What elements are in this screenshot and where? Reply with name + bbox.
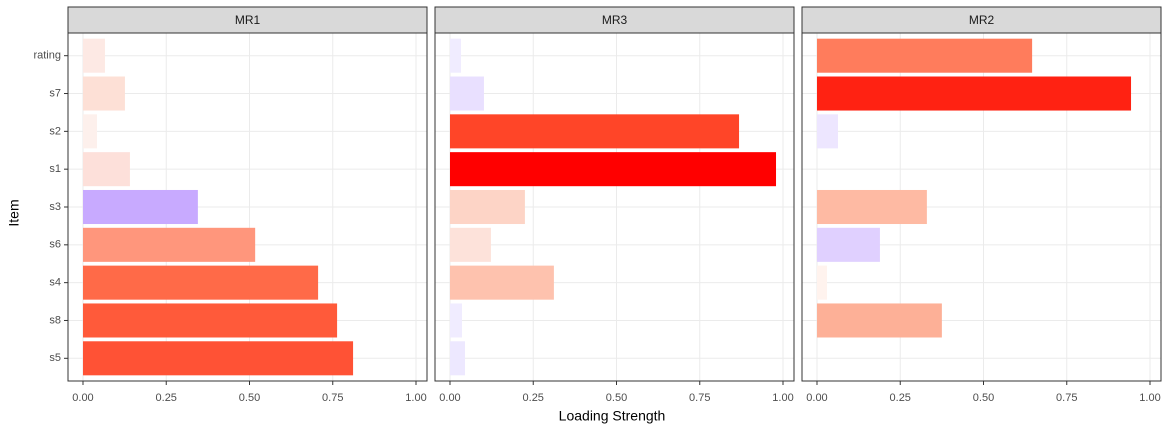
bar	[449, 303, 462, 338]
x-tick-label: 0.75	[689, 392, 710, 404]
bar	[816, 114, 838, 149]
bar	[449, 152, 777, 187]
x-tick-label: 1.00	[772, 392, 793, 404]
strip-label: MR3	[602, 13, 628, 27]
bar	[449, 76, 484, 111]
x-tick-label: 0.50	[606, 392, 627, 404]
x-tick-label: 1.00	[1139, 392, 1160, 404]
bar	[449, 227, 491, 262]
bar	[82, 189, 198, 225]
y-axis-title: Item	[6, 199, 22, 226]
bar	[449, 265, 554, 300]
bar	[816, 303, 942, 338]
y-tick-label: s1	[49, 163, 61, 175]
x-tick-label: 0.50	[973, 392, 994, 404]
strip	[67, 6, 428, 34]
bar	[449, 114, 740, 149]
bar	[816, 265, 827, 300]
y-tick-label: s7	[49, 87, 61, 99]
x-tick-label: 1.00	[405, 392, 426, 404]
y-tick-label: s2	[49, 125, 61, 137]
x-tick-label: 0.00	[439, 392, 460, 404]
strip-label: MR1	[235, 13, 261, 27]
x-tick-label: 0.00	[806, 392, 827, 404]
x-tick-label: 0.25	[890, 392, 911, 404]
x-tick-label: 0.25	[156, 392, 177, 404]
bar	[449, 189, 525, 225]
bar	[816, 189, 927, 225]
y-tick-label: s8	[49, 314, 61, 326]
strip-label: MR2	[969, 13, 995, 27]
bar	[816, 76, 1132, 111]
bar	[82, 152, 130, 187]
bar	[82, 76, 125, 111]
y-tick-label: s3	[49, 201, 61, 213]
bar	[82, 227, 256, 262]
x-tick-label: 0.75	[322, 392, 343, 404]
strip	[801, 6, 1162, 34]
bar	[82, 265, 319, 300]
bar	[82, 341, 354, 376]
bar	[816, 227, 880, 262]
y-tick-label: s5	[49, 352, 61, 364]
strip	[434, 6, 795, 34]
bar	[816, 38, 1033, 73]
y-tick-label: s4	[49, 277, 61, 289]
x-tick-label: 0.50	[239, 392, 260, 404]
bar	[82, 303, 338, 338]
x-tick-label: 0.00	[72, 392, 93, 404]
x-axis-title: Loading Strength	[559, 408, 666, 424]
bar	[82, 114, 97, 149]
y-tick-label: s6	[49, 239, 61, 251]
bar	[449, 341, 465, 376]
bar	[449, 38, 461, 73]
bar	[82, 38, 105, 73]
y-tick-label: rating	[33, 50, 61, 62]
x-tick-label: 0.75	[1056, 392, 1077, 404]
x-tick-label: 0.25	[523, 392, 544, 404]
